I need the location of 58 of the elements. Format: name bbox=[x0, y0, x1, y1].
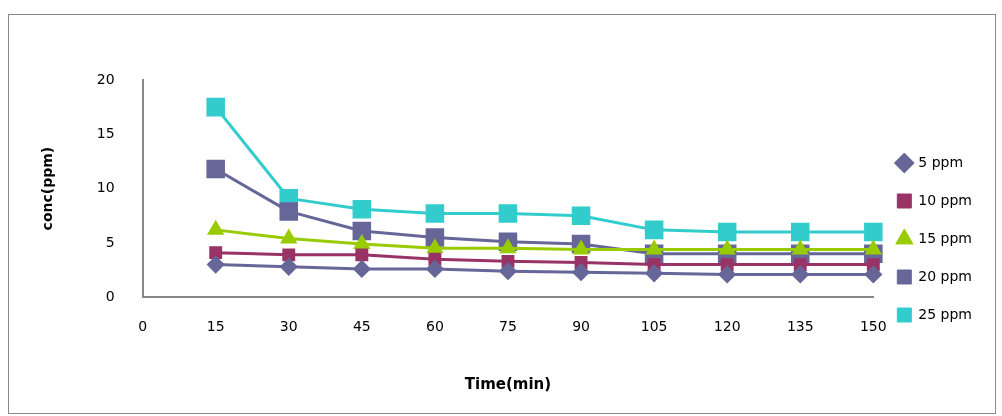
point bbox=[209, 246, 223, 260]
legend-label: 10 ppm bbox=[918, 191, 973, 208]
point bbox=[427, 239, 443, 254]
point bbox=[426, 260, 444, 278]
point bbox=[280, 258, 298, 276]
x-tick-label: 15 bbox=[206, 318, 225, 335]
point bbox=[864, 222, 883, 242]
x-tick-label: 30 bbox=[279, 318, 298, 335]
point bbox=[498, 204, 518, 223]
y-axis-title: conc(ppm) bbox=[39, 146, 56, 231]
x-tick-label: 75 bbox=[499, 318, 517, 335]
y-tick-label: 5 bbox=[105, 233, 115, 250]
legend-label: 5 ppm bbox=[918, 153, 964, 170]
point bbox=[281, 230, 297, 244]
point bbox=[791, 265, 809, 283]
point bbox=[499, 262, 517, 280]
x-tick-label: 105 bbox=[640, 318, 668, 335]
point bbox=[573, 240, 589, 255]
point bbox=[644, 220, 664, 240]
point bbox=[572, 263, 590, 281]
point bbox=[352, 221, 372, 241]
point bbox=[571, 206, 591, 226]
point bbox=[208, 221, 224, 235]
y-tick-label: 0 bbox=[105, 287, 115, 304]
point bbox=[646, 240, 662, 255]
point bbox=[792, 240, 808, 255]
legend-label: 20 ppm bbox=[918, 267, 973, 284]
legend-label: 25 ppm bbox=[918, 305, 973, 322]
point bbox=[790, 222, 810, 242]
legend-label: 15 ppm bbox=[918, 229, 973, 246]
point bbox=[279, 202, 299, 221]
x-tick-label: 60 bbox=[425, 318, 444, 335]
point bbox=[354, 235, 370, 249]
point bbox=[355, 248, 369, 262]
point bbox=[353, 260, 371, 278]
point bbox=[282, 248, 296, 262]
point bbox=[352, 199, 372, 219]
y-tick-label: 20 bbox=[96, 70, 115, 87]
point bbox=[425, 204, 445, 223]
x-tick-label: 150 bbox=[859, 318, 887, 335]
x-tick-label: 0 bbox=[138, 318, 148, 335]
y-tick-label: 15 bbox=[96, 124, 115, 141]
point bbox=[207, 256, 225, 274]
point bbox=[864, 265, 882, 283]
point bbox=[645, 264, 663, 282]
point bbox=[865, 240, 881, 255]
x-tick-label: 120 bbox=[713, 318, 741, 335]
x-tick-label: 90 bbox=[572, 318, 590, 335]
point bbox=[206, 159, 225, 179]
x-tick-label: 45 bbox=[352, 318, 371, 335]
point bbox=[500, 239, 516, 254]
point bbox=[717, 222, 737, 242]
x-tick-label: 135 bbox=[786, 318, 814, 335]
point bbox=[718, 265, 736, 283]
x-axis-title: Time(min) bbox=[464, 374, 552, 393]
y-tick-label: 10 bbox=[96, 179, 115, 196]
point bbox=[719, 240, 735, 255]
point bbox=[206, 97, 225, 117]
